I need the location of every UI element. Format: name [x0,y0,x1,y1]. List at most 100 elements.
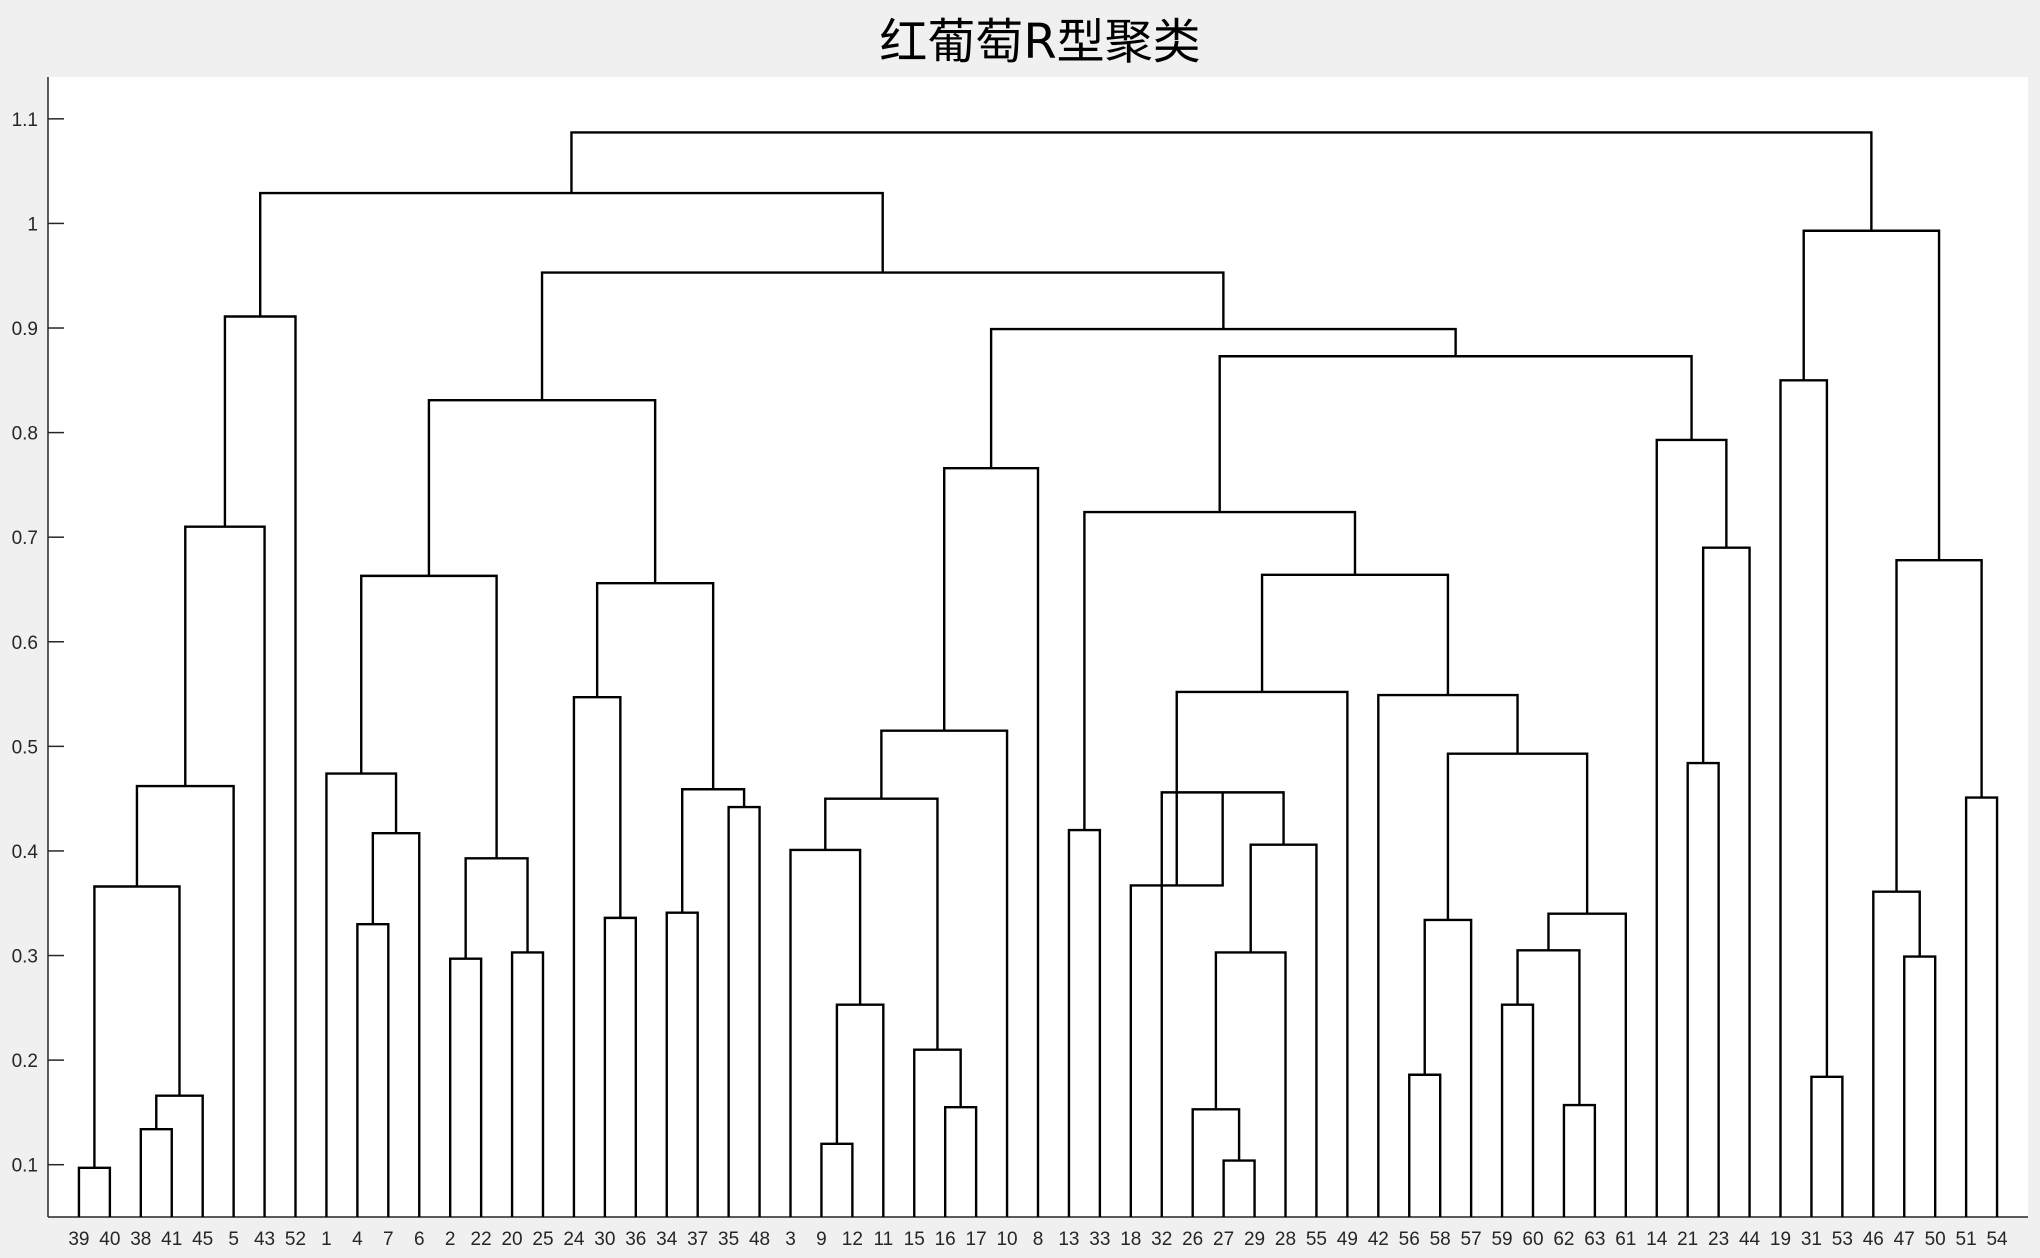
dendrogram-link [540,271,1225,401]
leaf-label: 11 [873,1229,893,1250]
dendrogram-link [135,784,235,1217]
leaf-label: 34 [656,1229,678,1250]
y-tick-label: 0.9 [12,319,38,340]
leaf-label: 7 [383,1229,394,1250]
leaf-label: 23 [1708,1229,1729,1250]
dendrogram-link [1872,890,1921,1217]
leaf-label: 10 [996,1229,1017,1250]
leaf-label: 38 [130,1229,151,1250]
leaf-label: 55 [1306,1229,1327,1250]
leaf-label: 53 [1832,1229,1853,1250]
leaf-label: 37 [687,1229,708,1250]
y-tick-label: 0.3 [12,947,38,968]
dendrogram-link [880,729,1009,1217]
leaf-label: 62 [1553,1229,1574,1250]
leaf-label: 21 [1677,1229,1698,1250]
dendrogram-link [1218,355,1693,513]
leaf-label: 25 [532,1229,553,1250]
leaf-label: 22 [471,1229,492,1250]
dendrogram-link [155,1094,204,1217]
leaf-label: 31 [1801,1229,1822,1250]
leaf-label: 42 [1368,1229,1389,1250]
leaf-label: 12 [842,1229,863,1250]
y-tick-label: 0.1 [12,1156,38,1177]
leaf-label: 1 [321,1229,332,1250]
leaf-label: 14 [1646,1229,1668,1250]
leaf-label: 39 [68,1229,89,1250]
leaf-label: 19 [1770,1229,1791,1250]
leaf-label: 59 [1491,1229,1512,1250]
leaf-label: 5 [228,1229,239,1250]
y-tick-label: 0.6 [12,633,38,654]
leaf-label: 46 [1863,1229,1884,1250]
dendrogram-link [681,788,746,913]
dendrogram-link [1083,510,1357,831]
leaf-label: 27 [1213,1229,1234,1250]
y-tick-label: 0.4 [12,842,39,863]
leaf-label: 56 [1399,1229,1420,1250]
leaf-label: 36 [625,1229,646,1250]
leaf-label: 40 [99,1229,120,1250]
dendrogram-link [1260,573,1450,696]
leaf-label: 54 [1986,1229,2008,1250]
leaf-label: 43 [254,1229,275,1250]
leaf-label: 47 [1894,1229,1915,1250]
leaf-label: 35 [718,1229,739,1250]
leaf-label: 44 [1739,1229,1761,1250]
leaf-label: 63 [1584,1229,1605,1250]
dendrogram-link [1516,949,1581,1106]
dendrogram-link [356,922,390,1217]
leaf-label: 9 [816,1229,827,1250]
dendrogram-link [1779,379,1829,1217]
leaf-label: 45 [192,1229,213,1250]
chart-title: 红葡萄R型聚类 [879,14,1200,70]
dendrogram-link [1191,1108,1241,1217]
leaf-label: 33 [1089,1229,1110,1250]
leaf-label: 58 [1430,1229,1451,1250]
leaf-label: 52 [285,1229,306,1250]
leaf-label: 29 [1244,1229,1265,1250]
leaf-label: 32 [1151,1229,1172,1250]
dendrogram-link [93,885,181,1168]
dendrogram-link [570,131,1873,231]
y-tick-label: 1.1 [12,110,38,131]
dendrogram-link [259,191,884,317]
leaf-label: 8 [1033,1229,1044,1250]
leaf-label: 61 [1615,1229,1636,1250]
y-tick-labels: 0.1 0.2 0.3 0.4 0.5 0.6 0.7 0.8 0.9 1 1.1 [12,110,39,1177]
leaf-label: 50 [1925,1229,1946,1250]
dendrogram-link [1964,796,1999,1217]
dendrogram-link [1500,1003,1535,1217]
leaf-label: 30 [594,1229,615,1250]
dendrogram-link [572,696,622,1217]
y-tick-label: 0.2 [12,1051,38,1072]
dendrogram-link [360,574,498,859]
leaf-label: 26 [1182,1229,1203,1250]
leaf-label: 17 [966,1229,987,1250]
dendrogram-link [223,315,297,1217]
leaf-label: 41 [161,1229,182,1250]
dendrogram-link [1129,792,1224,1217]
leaf-label: 13 [1058,1229,1079,1250]
dendrogram-link [1160,791,1285,1217]
dendrogram-link [1249,843,1318,1217]
dendrogram-link [603,916,638,1217]
dendrogram-link [184,525,266,1217]
y-tick-label: 1 [27,214,38,235]
leaf-label: 18 [1120,1229,1141,1250]
dendrogram-links [77,131,1999,1217]
leaf-label: 3 [785,1229,796,1250]
leaf-label: 16 [935,1229,956,1250]
dendrogram-link [1686,761,1720,1217]
dendrogram-link [595,582,715,790]
dendrogram-link [448,957,483,1217]
x-tick-labels: 39 40 38 41 45 5 43 52 1 4 7 6 2 22 20 25 24 30 36 34 37 35 48… [68,1229,2008,1250]
leaf-label: 49 [1337,1229,1358,1250]
leaf-label: 48 [749,1229,770,1250]
leaf-label: 60 [1522,1229,1543,1250]
dendrogram-link [139,1127,173,1217]
leaf-label: 28 [1275,1229,1296,1250]
dendrogram-link [820,1142,854,1217]
leaf-label: 2 [445,1229,456,1250]
dendrogram-link [1895,558,1983,892]
